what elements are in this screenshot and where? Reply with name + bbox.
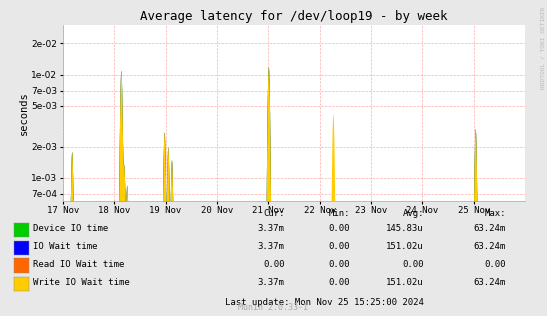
Text: 63.24m: 63.24m [474, 278, 506, 287]
Text: 145.83u: 145.83u [386, 224, 424, 233]
Title: Average latency for /dev/loop19 - by week: Average latency for /dev/loop19 - by wee… [140, 10, 448, 23]
Text: Min:: Min: [329, 209, 350, 217]
Text: 151.02u: 151.02u [386, 278, 424, 287]
Text: RRDTOOL / TOBI OETIKER: RRDTOOL / TOBI OETIKER [541, 6, 546, 89]
Text: 0.00: 0.00 [329, 224, 350, 233]
Text: 0.00: 0.00 [329, 278, 350, 287]
Text: 0.00: 0.00 [329, 242, 350, 251]
Text: 151.02u: 151.02u [386, 242, 424, 251]
Text: 0.00: 0.00 [263, 260, 284, 269]
Y-axis label: seconds: seconds [19, 91, 28, 135]
Text: Munin 2.0.33-1: Munin 2.0.33-1 [238, 303, 309, 312]
Text: 3.37m: 3.37m [258, 242, 284, 251]
Text: 0.00: 0.00 [329, 260, 350, 269]
Text: Cur:: Cur: [263, 209, 284, 217]
Text: 3.37m: 3.37m [258, 278, 284, 287]
Text: IO Wait time: IO Wait time [33, 242, 98, 251]
Text: Avg:: Avg: [403, 209, 424, 217]
Text: 3.37m: 3.37m [258, 224, 284, 233]
Text: 63.24m: 63.24m [474, 224, 506, 233]
Text: Read IO Wait time: Read IO Wait time [33, 260, 125, 269]
Text: Max:: Max: [485, 209, 506, 217]
Text: 0.00: 0.00 [403, 260, 424, 269]
Text: Write IO Wait time: Write IO Wait time [33, 278, 130, 287]
Text: Last update: Mon Nov 25 15:25:00 2024: Last update: Mon Nov 25 15:25:00 2024 [225, 298, 424, 307]
Text: 63.24m: 63.24m [474, 242, 506, 251]
Text: Device IO time: Device IO time [33, 224, 109, 233]
Text: 0.00: 0.00 [485, 260, 506, 269]
